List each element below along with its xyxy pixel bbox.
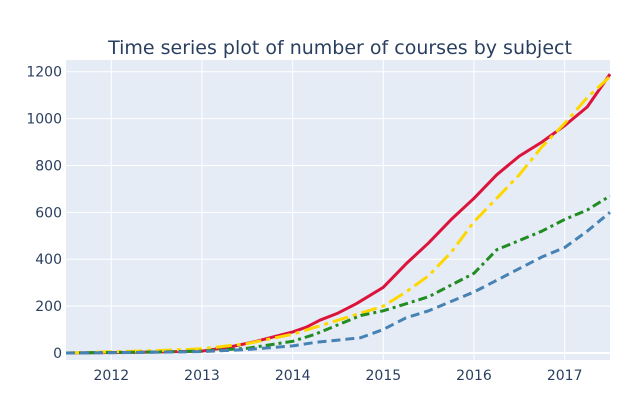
y-tick-label: 600 (35, 205, 62, 221)
y-axis: 0 200 400 600 800 1000 1200 (26, 65, 62, 362)
x-tick-label: 2014 (275, 368, 311, 384)
x-tick-label: 2015 (366, 368, 402, 384)
y-tick-label: 800 (35, 158, 62, 174)
series-line-4 (65, 211, 611, 355)
series-line-1 (65, 73, 612, 355)
y-tick-label: 0 (53, 346, 62, 362)
series-line-2 (65, 75, 612, 355)
plot-area (66, 60, 610, 360)
x-axis: 2012 2013 2014 2015 2016 2017 (94, 368, 583, 384)
x-tick-label: 2016 (456, 368, 492, 384)
x-tick-label: 2017 (547, 368, 583, 384)
y-tick-label: 1000 (26, 112, 62, 128)
x-tick-label: 2013 (184, 368, 220, 384)
x-tick-label: 2012 (94, 368, 130, 384)
y-tick-label: 400 (35, 252, 62, 268)
series-layer (65, 73, 612, 355)
y-tick-label: 200 (35, 299, 62, 315)
chart-title: Time series plot of number of courses by… (107, 37, 572, 59)
y-tick-label: 1200 (26, 65, 62, 81)
